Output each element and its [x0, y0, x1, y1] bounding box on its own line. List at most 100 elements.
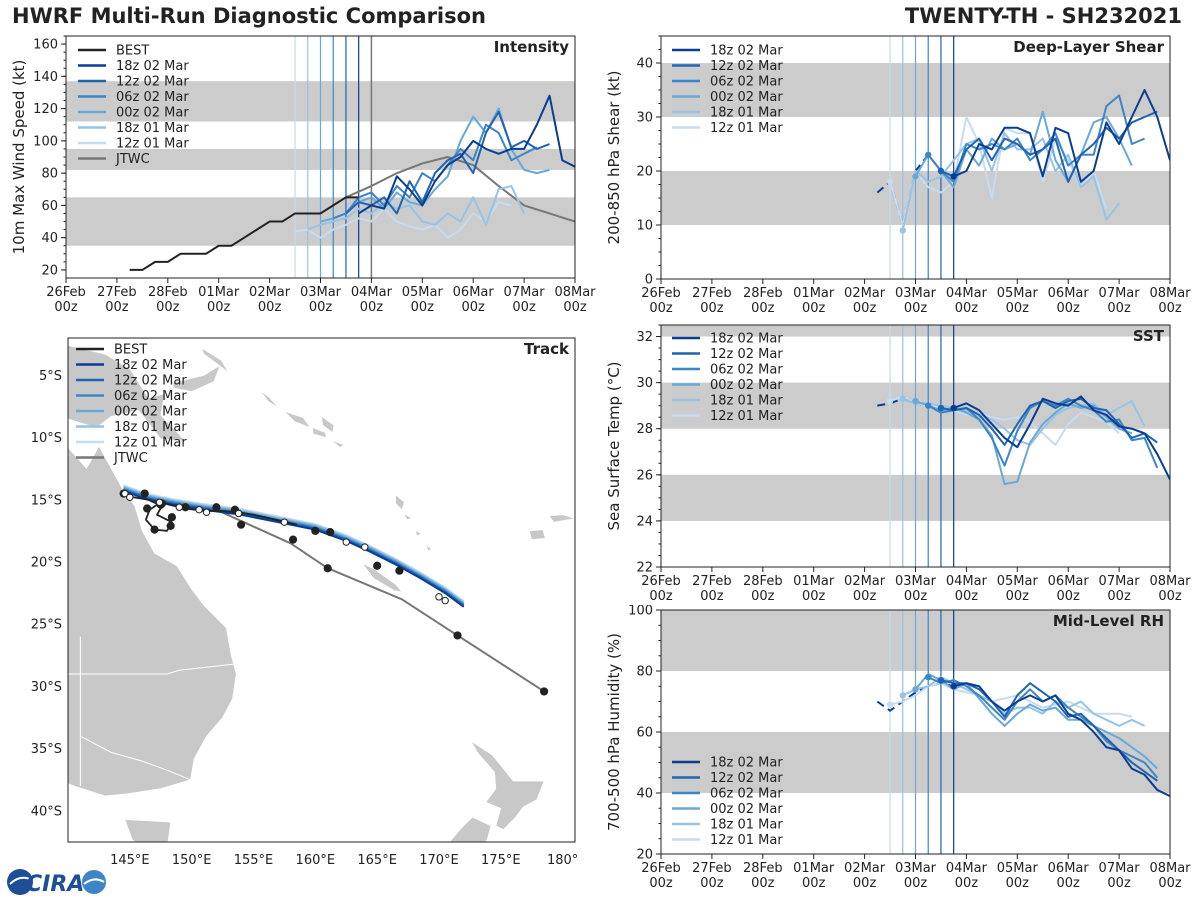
- land-vanuatu: [395, 494, 405, 511]
- legend-label: BEST: [116, 44, 149, 59]
- state-border: [80, 735, 191, 781]
- y-tick-label: 140: [33, 70, 58, 85]
- x-tick-label: 03Mar: [895, 861, 937, 876]
- init-marker: [886, 178, 894, 185]
- best-point: [167, 513, 176, 522]
- x-tick-label: 07Mar: [1099, 574, 1141, 589]
- x-tick-label: 00z: [462, 300, 486, 315]
- y-tick-label: 20: [41, 263, 58, 278]
- legend-label: 00z 02 Mar: [116, 106, 189, 121]
- legend-label: 12z 02 Mar: [710, 771, 783, 786]
- track-map: 145°E 150°E 155°E 160°E 165°E 170°E 175°E 180° 5…: [31, 337, 578, 868]
- land-new-caledonia: [362, 562, 403, 593]
- x-tick-label: 00z: [904, 589, 928, 604]
- x-tick-label: 04Mar: [351, 285, 393, 300]
- x-tick-label: 00z: [649, 589, 673, 604]
- legend-label: 12z 01 Mar: [710, 121, 783, 136]
- series-group: [876, 89, 1170, 234]
- best-point: [140, 489, 149, 498]
- x-tick-label: 00z: [904, 876, 928, 891]
- series-line: [294, 201, 512, 239]
- x-tick-label: 00z: [1107, 301, 1131, 316]
- x-tick-label: 00z: [751, 301, 775, 316]
- lon-tick-label: 170°E: [419, 853, 459, 868]
- x-tick-label: 03Mar: [895, 574, 937, 589]
- x-tick-label: 01Mar: [198, 285, 240, 300]
- legend-label: 12z 02 Mar: [710, 347, 783, 362]
- x-tick-label: 01Mar: [793, 861, 835, 876]
- init-marker: [899, 692, 906, 699]
- x-tick-label: 06Mar: [1048, 286, 1090, 301]
- forecast-point: [175, 503, 183, 511]
- jtwc-point: [539, 687, 549, 696]
- y-tick-label: 80: [41, 167, 58, 182]
- x-tick-label: 00z: [853, 589, 877, 604]
- best-point: [311, 526, 320, 535]
- init-marker: [912, 397, 919, 405]
- legend-label: 18z 01 Mar: [114, 420, 187, 435]
- forecast-point: [361, 543, 369, 551]
- legend-label: 18z 02 Mar: [116, 59, 189, 74]
- lat-tick-label: 25°S: [31, 618, 62, 633]
- x-tick-label: 05Mar: [997, 861, 1039, 876]
- x-tick-label: 03Mar: [895, 286, 937, 301]
- init-marker: [925, 402, 932, 409]
- legend-label: 18z 02 Mar: [710, 332, 783, 347]
- x-tick-label: 00z: [1057, 589, 1081, 604]
- forecast-point: [435, 593, 443, 601]
- y-tick-label: 28: [636, 422, 653, 437]
- x-tick-label: 02Mar: [249, 285, 291, 300]
- land-solomon-islands: [321, 415, 335, 434]
- lon-tick-label: 155°E: [234, 853, 274, 868]
- x-tick-label: 07Mar: [1099, 861, 1141, 876]
- y-tick-label: 80: [636, 665, 653, 680]
- init-marker: [925, 151, 932, 158]
- land-solomon-islands: [331, 439, 345, 448]
- land-vanuatu: [426, 543, 433, 552]
- land-new-britain: [172, 364, 221, 392]
- x-tick-label: 00z: [649, 301, 673, 316]
- forecast-point: [342, 538, 350, 546]
- x-tick-label: 00z: [1006, 876, 1030, 891]
- y-tick-label: 26: [636, 468, 653, 483]
- map-frame: [67, 337, 576, 843]
- series-line: [953, 89, 1170, 183]
- land-fiji-viti-levu: [528, 529, 546, 540]
- x-tick-label: 08Mar: [1149, 861, 1191, 876]
- y-tick-label: 30: [636, 111, 653, 126]
- state-border: [68, 663, 235, 675]
- x-tick-label: 28Feb: [743, 574, 783, 589]
- x-tick-label: 00z: [1158, 876, 1182, 891]
- y-tick-label: 30: [636, 376, 653, 391]
- cira-logo: CIRA: [7, 869, 106, 897]
- init-marker: [925, 673, 932, 681]
- forecast-point: [121, 489, 129, 498]
- x-tick-label: 27Feb: [692, 286, 732, 301]
- x-tick-label: 02Mar: [844, 286, 886, 301]
- jtwc-track: [215, 508, 545, 693]
- series-line: [307, 185, 526, 231]
- y-tick-label: 0: [645, 273, 653, 288]
- legend-label: 18z 01 Mar: [116, 121, 189, 136]
- series-line: [953, 395, 1170, 480]
- y-axis-label: 10m Max Wind Speed (kt): [10, 60, 28, 255]
- y-axis-label: 200-850 hPa Shear (kt): [605, 71, 623, 245]
- y-tick-label: 22: [636, 561, 653, 576]
- y-axis-label: 700-500 hPa Humidity (%): [605, 633, 623, 831]
- jtwc-point: [323, 564, 332, 573]
- init-marker: [937, 676, 945, 684]
- best-point: [212, 503, 221, 512]
- x-tick-label: 04Mar: [946, 861, 988, 876]
- x-tick-label: 00z: [258, 300, 282, 315]
- x-tick-label: 00z: [955, 301, 979, 316]
- best-point: [326, 528, 335, 537]
- x-tick-label: 08Mar: [554, 285, 596, 300]
- satellite-icon: [82, 870, 106, 894]
- forecast-point: [280, 518, 289, 526]
- x-tick-label: 00z: [751, 589, 775, 604]
- x-tick-label: 08Mar: [1149, 286, 1191, 301]
- x-tick-label: 05Mar: [997, 574, 1039, 589]
- legend-label: 12z 02 Mar: [116, 75, 189, 90]
- legend-label: 12z 01 Mar: [114, 436, 187, 451]
- logo-text: CIRA: [26, 872, 84, 897]
